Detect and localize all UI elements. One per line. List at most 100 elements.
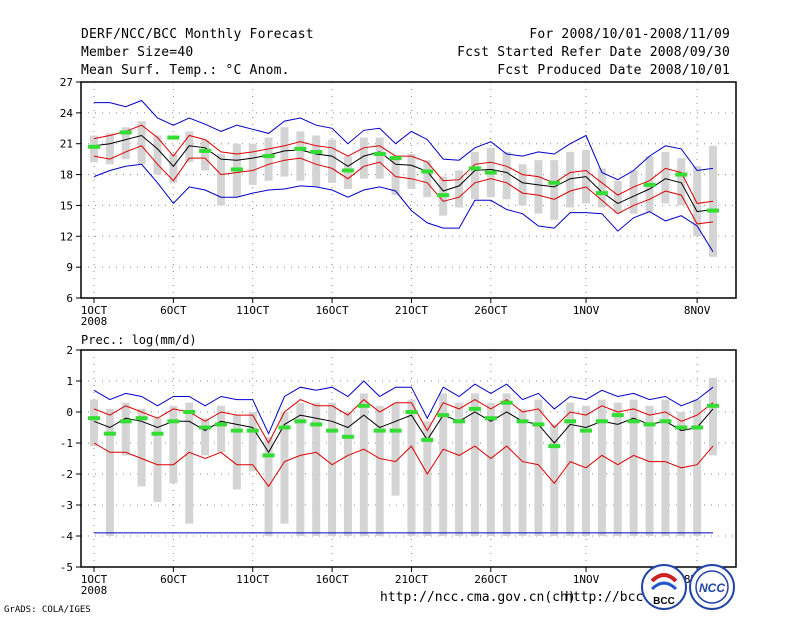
observation-marker <box>119 130 132 135</box>
spread-box <box>185 131 194 163</box>
spread-box <box>153 135 162 175</box>
plot-frame <box>80 349 737 568</box>
footer-url-ch[interactable]: http://ncc.cma.gov.cn(ch) <box>380 590 576 605</box>
spread-box <box>121 127 130 160</box>
spread-box <box>677 158 686 206</box>
grads-credit: GrADS: COLA/IGES <box>4 605 91 615</box>
observation-marker <box>659 419 672 424</box>
x-tick-label: 1NOV <box>573 573 600 586</box>
y-tick-label: 24 <box>60 107 74 120</box>
x-tick-label: 1OCT <box>81 304 108 317</box>
observation-marker <box>167 135 180 140</box>
observation-marker <box>230 428 243 433</box>
observation-marker <box>595 419 608 424</box>
spread-box <box>661 151 670 204</box>
spread-box <box>375 137 384 179</box>
spread-box <box>391 156 400 196</box>
observation-marker <box>151 431 164 436</box>
observation-marker <box>310 422 323 427</box>
y-tick-label: -5 <box>60 561 73 574</box>
footer-url-bcc[interactable]: http://bcc. <box>565 590 652 605</box>
spread-box <box>455 402 464 536</box>
observation-marker <box>468 406 481 411</box>
observation-marker <box>675 172 688 177</box>
spread-box <box>629 399 638 536</box>
series-mean-line <box>93 134 714 213</box>
spread-box <box>534 399 543 536</box>
spread-box <box>407 154 416 189</box>
observation-marker <box>294 419 307 424</box>
observation-marker <box>627 419 640 424</box>
observation-marker <box>643 182 656 187</box>
spread-box <box>248 143 257 185</box>
observation-marker <box>707 403 719 408</box>
spread-box <box>566 402 575 536</box>
spread-box <box>264 137 273 181</box>
x-tick-label: 21OCT <box>395 304 428 317</box>
observation-marker <box>389 156 402 161</box>
observation-marker <box>167 419 180 424</box>
spread-box <box>248 412 257 471</box>
y-tick-label: -2 <box>60 468 73 481</box>
x-tick-year-label: 2008 <box>81 584 108 597</box>
forecast-start-date: Fcst Started Refer Date 2008/09/30 <box>457 45 730 60</box>
spread-box <box>693 166 702 237</box>
observation-marker <box>564 419 577 424</box>
observation-marker <box>453 419 466 424</box>
spread-box <box>455 170 464 208</box>
x-tick-label: 6OCT <box>160 573 187 586</box>
series-mean-line <box>93 408 714 454</box>
observation-marker <box>707 208 719 213</box>
variable-label: Mean Surf. Temp.: °C Anom. <box>81 63 290 78</box>
observation-marker <box>405 410 418 414</box>
spread-box <box>486 402 495 536</box>
spread-box <box>534 160 543 214</box>
observation-marker <box>437 193 450 198</box>
spread-box <box>121 402 130 456</box>
observation-marker <box>262 453 275 458</box>
forecast-period: For 2008/10/01-2008/11/09 <box>529 27 730 42</box>
spread-box <box>550 160 559 220</box>
spread-box <box>359 393 368 536</box>
observation-marker <box>484 416 497 421</box>
y-tick-label: 21 <box>60 138 73 151</box>
spread-box <box>90 399 98 447</box>
ncc-logo: NCC <box>688 563 736 611</box>
y-tick-label: -3 <box>60 499 73 512</box>
x-tick-label: 6OCT <box>160 304 187 317</box>
spread-box <box>566 151 575 208</box>
spread-box <box>201 418 210 456</box>
spread-box <box>518 408 527 536</box>
y-tick-label: 1 <box>66 375 73 388</box>
observation-marker <box>516 419 529 424</box>
observation-marker <box>183 410 196 414</box>
observation-marker <box>326 428 339 433</box>
observation-marker <box>214 422 227 427</box>
observation-marker <box>341 434 354 439</box>
observation-marker <box>230 167 243 172</box>
observation-marker <box>532 422 545 427</box>
spread-box <box>502 393 511 536</box>
spread-box <box>423 160 432 198</box>
observation-marker <box>548 444 561 449</box>
svg-text:NCC: NCC <box>699 581 725 595</box>
spread-box <box>105 133 114 165</box>
observation-marker <box>103 431 116 436</box>
observation-marker <box>294 146 307 151</box>
x-tick-label: 16OCT <box>316 304 349 317</box>
series-spread-upper-line <box>93 398 714 445</box>
y-tick-label: 0 <box>66 406 73 419</box>
spread-box <box>216 154 225 206</box>
spread-box <box>201 139 210 171</box>
observation-marker <box>310 149 323 154</box>
observation-marker <box>468 166 481 171</box>
spread-box <box>137 121 146 165</box>
spread-box <box>90 135 98 163</box>
spread-box <box>216 405 225 453</box>
spread-box <box>613 180 622 214</box>
x-tick-year-label: 2008 <box>81 315 108 328</box>
spread-box <box>407 399 416 536</box>
series-max-line <box>93 380 714 435</box>
